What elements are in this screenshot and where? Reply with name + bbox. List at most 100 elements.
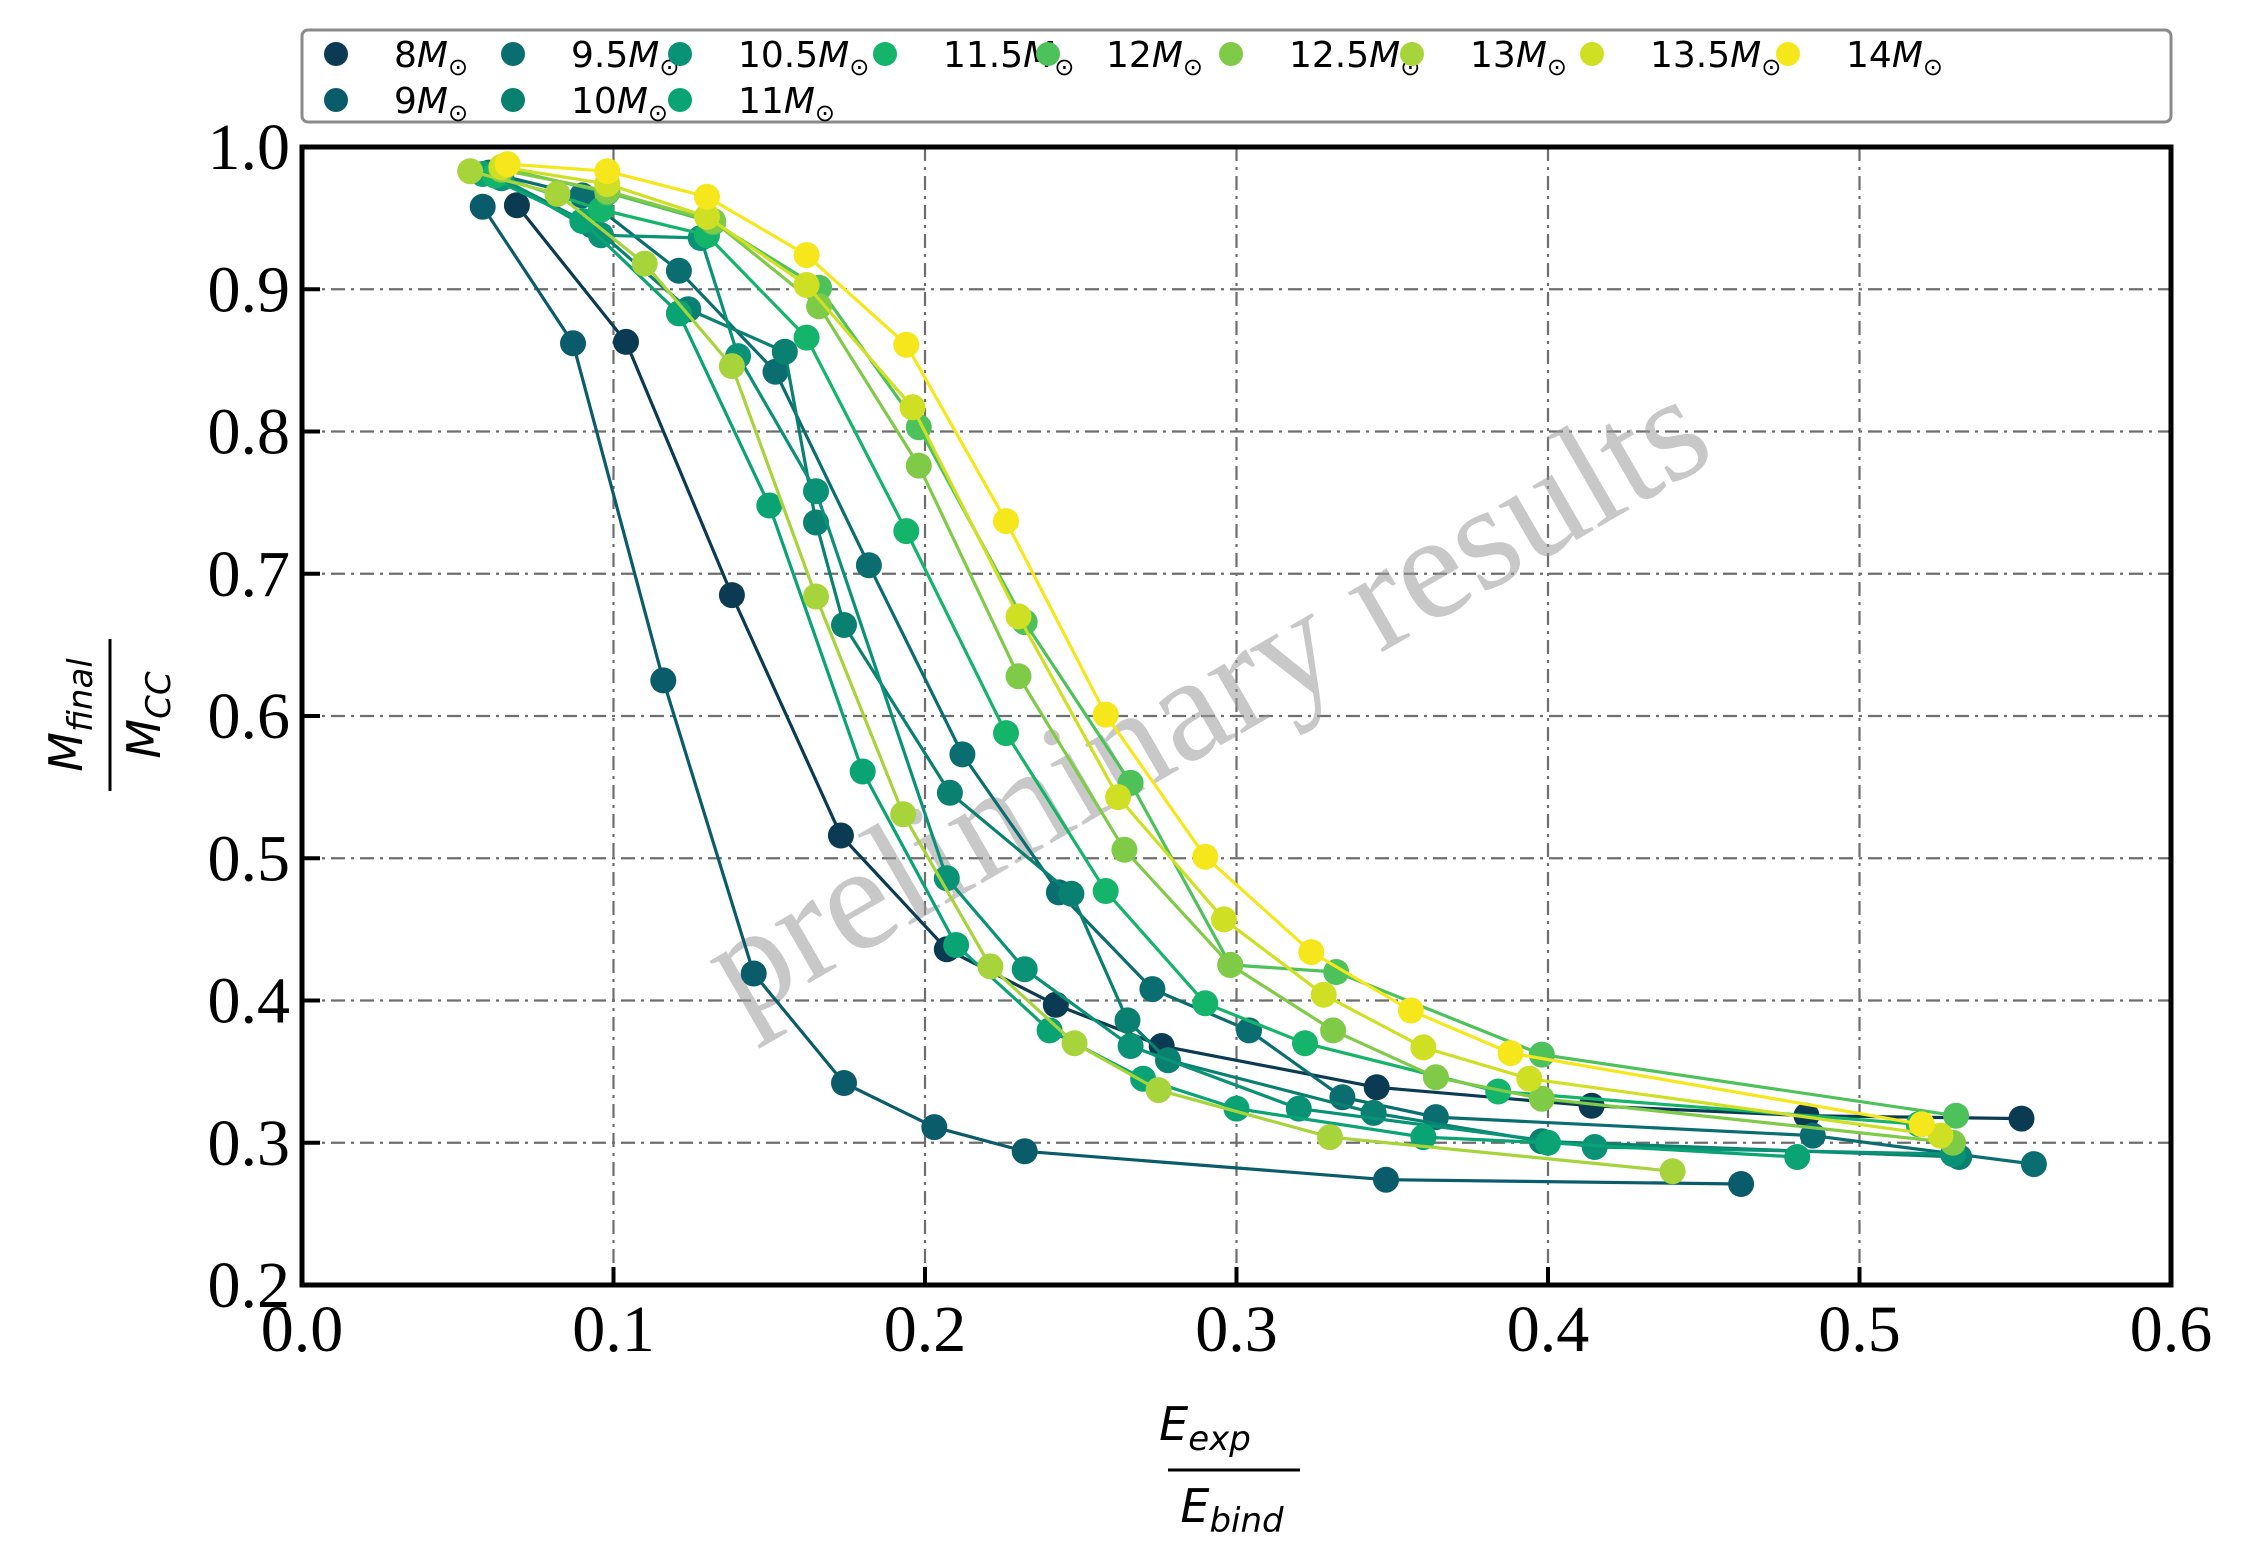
- data-point: [936, 779, 963, 806]
- legend-marker: [1580, 42, 1604, 66]
- legend-entry: 10.5M⊙: [668, 35, 869, 81]
- legend-mass-symbol: M: [1152, 35, 1183, 76]
- legend-mass-value: 11: [738, 81, 784, 122]
- legend-entry: 8M⊙: [324, 35, 468, 81]
- legend-mass-value: 9.5: [571, 35, 628, 76]
- series-9: [469, 193, 1755, 1197]
- y-label-denominator: M: [117, 719, 171, 759]
- data-point: [1111, 836, 1138, 863]
- y-label-numerator: M: [39, 732, 93, 772]
- legend-mass-symbol: M: [1892, 35, 1923, 76]
- legend-marker: [324, 42, 348, 66]
- data-point: [1728, 1171, 1755, 1197]
- series-line: [507, 162, 1923, 1126]
- data-point: [1285, 1095, 1312, 1122]
- data-point: [1005, 663, 1032, 690]
- x-label-denominator-sub: bind: [1209, 1501, 1284, 1541]
- legend-marker: [324, 88, 348, 112]
- legend-mass-value: 11.5: [943, 35, 1023, 76]
- data-point: [2008, 1105, 2035, 1132]
- data-point: [762, 358, 789, 385]
- data-point: [588, 222, 614, 249]
- data-point: [827, 822, 854, 849]
- data-point: [718, 353, 745, 380]
- y-label-numerator-sub: final: [61, 658, 101, 732]
- legend-mass-value: 10: [571, 81, 617, 122]
- x-label-numerator-sub: exp: [1188, 1419, 1251, 1459]
- data-point: [1092, 878, 1119, 904]
- data-point: [694, 203, 720, 230]
- legend-mass-value: 12: [1106, 35, 1152, 76]
- data-point: [806, 293, 833, 320]
- legend-mass-value: 8: [394, 35, 417, 76]
- data-point: [893, 518, 920, 545]
- data-point: [1943, 1102, 1970, 1129]
- data-point: [831, 1070, 857, 1096]
- data-point: [1410, 1124, 1437, 1151]
- data-point: [921, 1114, 948, 1141]
- data-point: [631, 250, 658, 277]
- data-point: [1211, 906, 1237, 933]
- data-point: [1292, 1030, 1318, 1057]
- data-point: [650, 667, 677, 694]
- data-point: [993, 720, 1019, 747]
- data-point: [1320, 1017, 1347, 1044]
- y-tick-label: 0.3: [208, 1107, 291, 1180]
- legend-mass-sub: ⊙: [448, 99, 468, 127]
- data-point: [771, 338, 798, 365]
- ticks: 0.0 0.1 0.2 0.3 0.4 0.5 0.6 0.2 0.3 0.4 0.5 0.6 0.7 0…: [208, 111, 2213, 1366]
- series-14: [494, 151, 1935, 1138]
- y-tick-label: 0.9: [208, 253, 291, 326]
- legend-mass-value: 9: [394, 81, 417, 122]
- data-point: [1011, 1138, 1038, 1165]
- data-point: [1323, 959, 1350, 985]
- data-point: [665, 300, 692, 327]
- legend-mass-value: 10.5: [738, 35, 818, 76]
- legend-mass-sub: ⊙: [1923, 53, 1943, 81]
- data-point: [1139, 976, 1166, 1003]
- data-point: [560, 330, 586, 357]
- series-13: [457, 158, 1686, 1185]
- y-tick-label: 0.6: [208, 680, 291, 753]
- data-point: [803, 583, 829, 610]
- data-point: [740, 960, 767, 987]
- legend-marker: [1036, 42, 1060, 66]
- legend-mass-sub: ⊙: [1761, 53, 1781, 81]
- data-point: [1105, 784, 1132, 811]
- data-point: [793, 272, 820, 298]
- legend-entry: 12M⊙: [1036, 35, 1203, 81]
- data-point: [594, 158, 621, 185]
- legend-entry: 14M⊙: [1776, 35, 1943, 81]
- data-point: [803, 509, 829, 536]
- legend-entry: 12.5M⊙: [1219, 35, 1420, 81]
- data-point: [1363, 1074, 1390, 1101]
- x-label-denominator: E: [1180, 1479, 1209, 1533]
- data-point: [544, 180, 571, 207]
- x-tick-label: 0.0: [261, 1293, 344, 1366]
- data-point: [899, 394, 926, 421]
- legend-label: 13M⊙: [1470, 35, 1567, 81]
- series-line: [482, 172, 1798, 1159]
- legend-mass-symbol: M: [1516, 35, 1547, 76]
- legend-label: 9M⊙: [394, 81, 468, 127]
- legend-label: 14M⊙: [1846, 35, 1943, 81]
- data-point: [803, 478, 829, 505]
- data-point: [1223, 1095, 1250, 1122]
- legend-mass-value: 14: [1846, 35, 1892, 76]
- y-tick-label: 0.2: [208, 1249, 291, 1322]
- legend-mass-sub: ⊙: [648, 99, 668, 127]
- data-point: [933, 865, 960, 892]
- data-point: [756, 492, 783, 519]
- legend-label: 12M⊙: [1106, 35, 1203, 81]
- data-point: [1058, 880, 1085, 907]
- data-point: [665, 257, 692, 284]
- svg-text:Ebind: Ebind: [1180, 1479, 1284, 1541]
- x-tick-label: 0.5: [1818, 1293, 1901, 1366]
- legend-label: 10.5M⊙: [738, 35, 869, 81]
- legend-mass-sub: ⊙: [448, 53, 468, 81]
- legend-mass-symbol: M: [628, 35, 659, 76]
- data-point: [2020, 1151, 2047, 1178]
- y-label-denominator-sub: CC: [139, 671, 179, 719]
- data-point: [949, 741, 976, 768]
